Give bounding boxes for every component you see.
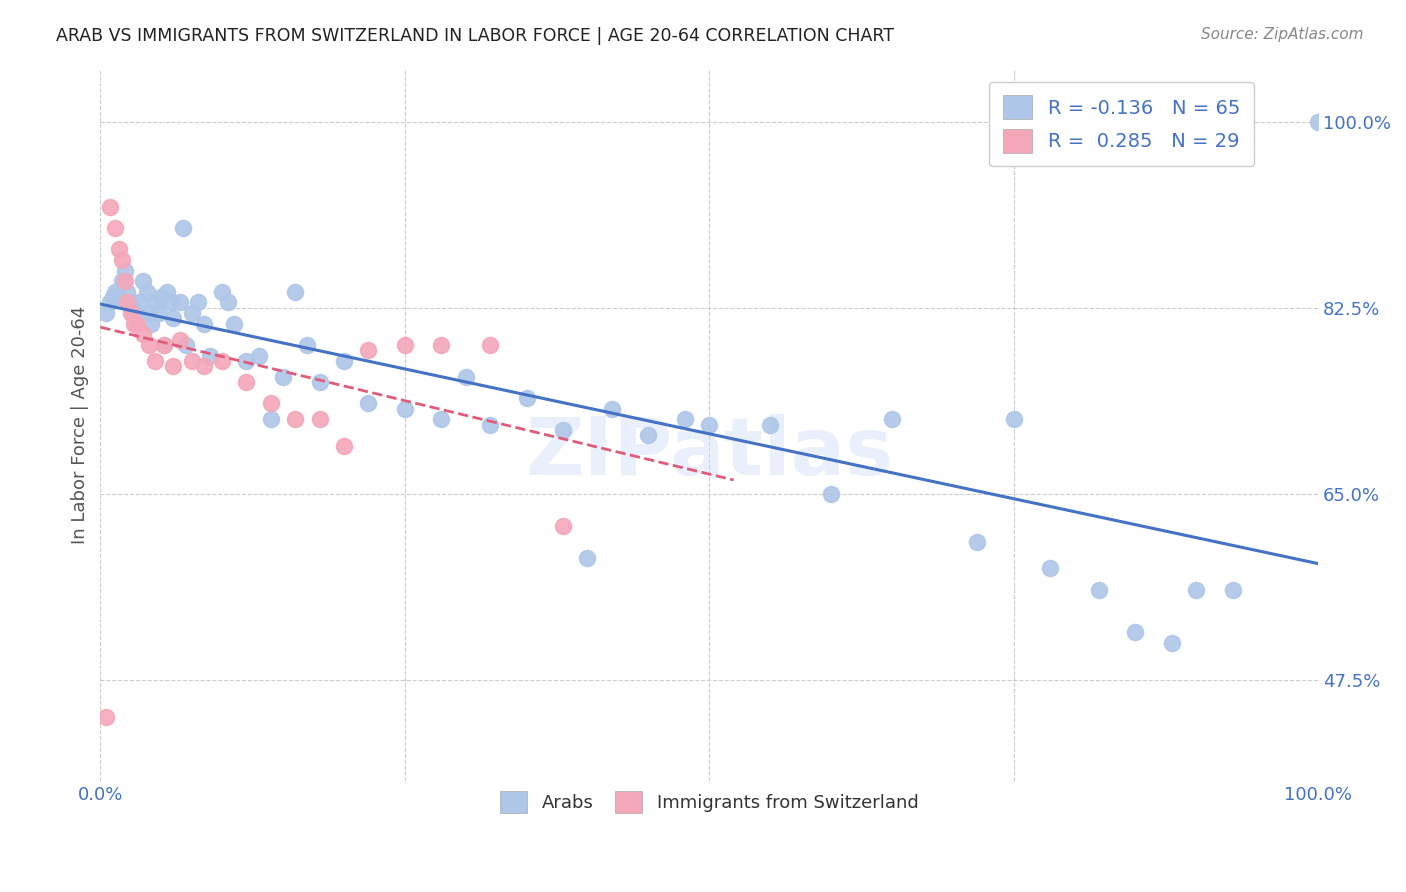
Point — [966, 534, 988, 549]
Point — [111, 252, 134, 267]
Point — [284, 412, 307, 426]
Point — [96, 306, 118, 320]
Point — [107, 242, 129, 256]
Legend: Arabs, Immigrants from Switzerland: Arabs, Immigrants from Switzerland — [488, 778, 931, 825]
Point — [759, 417, 782, 432]
Point — [357, 396, 380, 410]
Point — [150, 290, 173, 304]
Point — [115, 285, 138, 299]
Point — [98, 295, 121, 310]
Point — [169, 295, 191, 310]
Point — [673, 412, 696, 426]
Point — [111, 274, 134, 288]
Point — [576, 550, 599, 565]
Point — [394, 401, 416, 416]
Point — [1185, 582, 1208, 597]
Point — [152, 338, 174, 352]
Point — [124, 317, 146, 331]
Point — [260, 412, 283, 426]
Point — [156, 285, 179, 299]
Point — [115, 295, 138, 310]
Point — [107, 290, 129, 304]
Point — [98, 200, 121, 214]
Point — [104, 221, 127, 235]
Point — [211, 354, 233, 368]
Point — [308, 375, 330, 389]
Point — [880, 412, 903, 426]
Point — [516, 391, 538, 405]
Point — [128, 295, 150, 310]
Point — [1125, 625, 1147, 640]
Point — [271, 370, 294, 384]
Point — [187, 295, 209, 310]
Point — [1308, 114, 1330, 128]
Point — [180, 306, 202, 320]
Point — [235, 375, 257, 389]
Point — [479, 417, 502, 432]
Point — [143, 354, 166, 368]
Y-axis label: In Labor Force | Age 20-64: In Labor Force | Age 20-64 — [72, 306, 89, 544]
Point — [1002, 412, 1025, 426]
Point — [1222, 582, 1244, 597]
Text: ARAB VS IMMIGRANTS FROM SWITZERLAND IN LABOR FORCE | AGE 20-64 CORRELATION CHART: ARAB VS IMMIGRANTS FROM SWITZERLAND IN L… — [56, 27, 894, 45]
Point — [333, 439, 356, 453]
Point — [333, 354, 356, 368]
Point — [125, 306, 148, 320]
Point — [820, 487, 842, 501]
Point — [224, 317, 246, 331]
Point — [260, 396, 283, 410]
Point — [120, 306, 142, 320]
Point — [193, 359, 215, 374]
Point — [152, 338, 174, 352]
Point — [138, 306, 160, 320]
Point — [125, 317, 148, 331]
Point — [235, 354, 257, 368]
Point — [394, 338, 416, 352]
Point — [101, 290, 124, 304]
Text: Source: ZipAtlas.com: Source: ZipAtlas.com — [1201, 27, 1364, 42]
Point — [132, 274, 155, 288]
Point — [138, 338, 160, 352]
Point — [1088, 582, 1111, 597]
Point — [193, 317, 215, 331]
Point — [697, 417, 720, 432]
Point — [124, 306, 146, 320]
Point — [198, 349, 221, 363]
Point — [284, 285, 307, 299]
Point — [135, 285, 157, 299]
Point — [96, 710, 118, 724]
Point — [143, 295, 166, 310]
Point — [553, 423, 575, 437]
Point — [308, 412, 330, 426]
Point — [148, 306, 170, 320]
Point — [160, 295, 183, 310]
Point — [172, 221, 194, 235]
Point — [430, 412, 453, 426]
Text: ZIPatlas: ZIPatlas — [524, 414, 893, 492]
Point — [1039, 561, 1062, 575]
Point — [247, 349, 270, 363]
Point — [357, 343, 380, 358]
Point — [430, 338, 453, 352]
Point — [120, 295, 142, 310]
Point — [297, 338, 319, 352]
Point — [637, 428, 659, 442]
Point — [454, 370, 477, 384]
Point — [211, 285, 233, 299]
Point — [114, 263, 136, 277]
Point — [217, 295, 239, 310]
Point — [162, 359, 184, 374]
Point — [114, 274, 136, 288]
Point — [162, 311, 184, 326]
Point — [600, 401, 623, 416]
Point — [132, 327, 155, 342]
Point — [169, 333, 191, 347]
Point — [174, 338, 197, 352]
Point — [104, 285, 127, 299]
Point — [1161, 636, 1184, 650]
Point — [479, 338, 502, 352]
Point — [180, 354, 202, 368]
Point — [553, 518, 575, 533]
Point — [141, 317, 163, 331]
